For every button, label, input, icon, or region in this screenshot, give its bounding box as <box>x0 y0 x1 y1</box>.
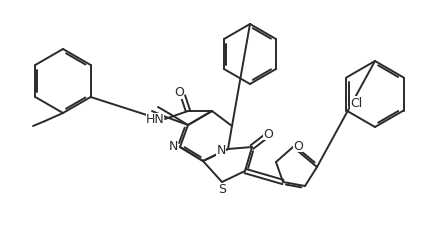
Text: N: N <box>168 139 177 152</box>
Text: HN: HN <box>145 113 164 126</box>
Text: O: O <box>174 86 184 99</box>
Text: S: S <box>218 183 225 196</box>
Text: O: O <box>292 139 302 152</box>
Text: Cl: Cl <box>350 97 362 109</box>
Text: N: N <box>216 143 225 156</box>
Text: O: O <box>262 127 272 140</box>
